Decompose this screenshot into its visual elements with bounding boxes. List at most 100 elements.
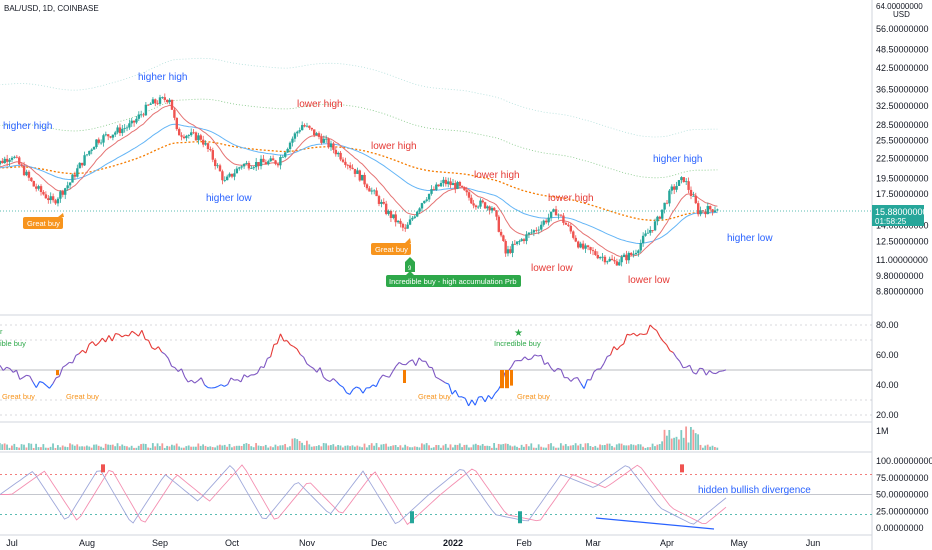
rsi-segment: [659, 336, 664, 342]
candle-body: [646, 232, 650, 234]
candle-body: [637, 250, 640, 253]
rsi-segment: [22, 374, 27, 378]
stoch-axis[interactable]: 100.00000000 75.00000000 50.00000000 25.000…: [876, 456, 932, 533]
candle-body: [39, 186, 43, 192]
volume-bar: [666, 435, 668, 450]
rsi-segment: [157, 346, 163, 353]
volume-bar: [472, 444, 475, 450]
volume-bar: [78, 446, 81, 450]
volume-bar: [95, 444, 98, 450]
volume-bar: [231, 447, 233, 450]
candle-body: [420, 203, 424, 209]
volume-bar: [116, 443, 119, 450]
candle-body: [418, 208, 421, 212]
great-buy-label-2[interactable]: Great buy: [371, 238, 411, 255]
candle-body: [156, 103, 159, 105]
candle-body: [238, 167, 241, 169]
price-tick-label: 11.00000000: [876, 255, 928, 265]
volume-bar: [694, 433, 697, 450]
volume-bar: [577, 445, 580, 450]
stoch-tick-label: 100.00000000: [876, 456, 932, 466]
volume-bar: [547, 444, 550, 450]
rsi-segment: [191, 379, 196, 384]
price-axis[interactable]: 64.00000000 USD 56.00000000 48.50000000 42…: [872, 2, 929, 296]
candle-body: [288, 142, 292, 149]
candle-body: [274, 160, 277, 164]
candle-body: [182, 136, 186, 139]
volume-bar: [559, 443, 562, 450]
volume-bar: [394, 445, 397, 450]
candle-body: [245, 162, 248, 164]
volume-bar: [704, 445, 707, 450]
rsi-segment: [468, 399, 473, 407]
candle-body: [116, 127, 119, 133]
rsi-segment: [385, 375, 390, 378]
rsi-segment: [145, 338, 149, 341]
rsi-left-partial-label: ible buy: [0, 339, 26, 348]
candle-body: [317, 133, 321, 137]
rsi-segment: [154, 346, 159, 350]
volume-bar: [35, 443, 37, 450]
volume-bar: [128, 447, 131, 450]
rsi-great-buy-1: Great buy: [2, 392, 35, 401]
rsi-axis[interactable]: 80.00 60.00 40.00 20.00: [876, 320, 899, 420]
candle-body: [530, 232, 533, 234]
candle-body: [680, 177, 683, 181]
volume-bar: [303, 445, 306, 450]
volume-bar: [572, 445, 575, 450]
volume-bar: [644, 447, 647, 450]
volume-bar: [527, 446, 530, 450]
volume-axis[interactable]: 1M: [876, 426, 889, 436]
rsi-signal-bar: [505, 370, 509, 389]
candle-body: [552, 209, 555, 212]
candle-body: [18, 157, 21, 165]
candle-body: [356, 170, 359, 174]
volume-bar: [342, 447, 344, 450]
rsi-segment: [267, 356, 271, 360]
candle-body: [370, 190, 373, 192]
volume-bar: [6, 444, 8, 450]
rsi-segment: [435, 376, 440, 380]
rsi-segment: [253, 372, 258, 376]
rsi-segment: [316, 367, 321, 373]
volume-bar: [199, 445, 202, 450]
volume-bar: [513, 445, 516, 450]
time-axis[interactable]: Jul Aug Sep Oct Nov Dec 2022 Feb Mar Apr May Jun: [6, 538, 820, 548]
rsi-segment: [147, 340, 153, 348]
candle-body: [711, 209, 714, 212]
rsi-segment: [388, 371, 394, 378]
candle-body: [542, 220, 545, 225]
volume-bar: [76, 444, 79, 450]
volume-bar: [274, 444, 277, 450]
candle-body: [30, 177, 33, 181]
rsi-segment: [431, 367, 437, 378]
volume-bar: [569, 445, 572, 450]
volume-bar: [240, 446, 243, 450]
rsi-segment: [339, 384, 344, 388]
volume-bar: [661, 441, 664, 450]
candle-body: [608, 258, 611, 262]
candle-body: [216, 165, 219, 167]
candle-body: [689, 189, 693, 197]
rsi-segment: [478, 396, 482, 398]
candle-body: [221, 171, 224, 181]
candle-body: [269, 158, 272, 162]
volume-bar: [214, 447, 216, 450]
volume-bar: [399, 445, 402, 450]
candle-body: [353, 168, 357, 174]
candlesticks: [0, 93, 719, 267]
candle-body: [615, 261, 619, 266]
candle-body: [716, 209, 719, 211]
incredible-buy-label[interactable]: Incredible buy - high accumulation Prb: [386, 271, 521, 287]
candle-body: [151, 99, 155, 104]
volume-bar: [623, 445, 625, 450]
great-buy-label-1[interactable]: Great buy: [23, 213, 64, 229]
stoch-tick-label: 50.00000000: [876, 490, 929, 500]
incredible-buy-marker[interactable]: 9: [405, 257, 415, 272]
stoch-d-line: [0, 464, 727, 526]
rsi-segment: [695, 367, 701, 375]
candle-body: [303, 125, 306, 127]
candle-body: [701, 210, 705, 212]
candle-body: [511, 243, 514, 253]
volume-bar: [151, 443, 154, 450]
